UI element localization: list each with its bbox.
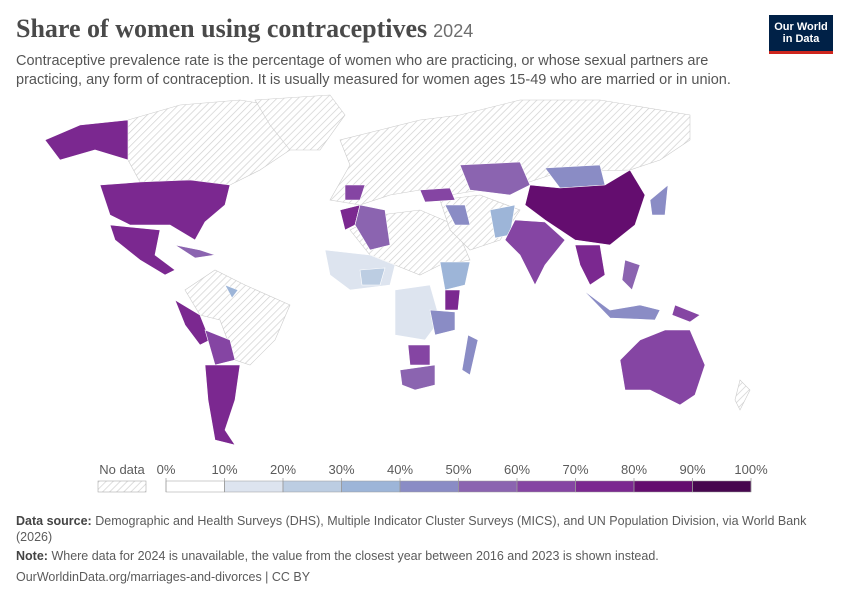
- ethiopia[interactable]: [439, 261, 471, 291]
- logo-line: Our World: [774, 21, 828, 33]
- legend-bin: [516, 480, 576, 493]
- canada[interactable]: [127, 99, 301, 186]
- se-asia[interactable]: [574, 244, 606, 286]
- legend-tick-label: 30%: [328, 462, 354, 477]
- australia[interactable]: [619, 329, 706, 406]
- greenland[interactable]: [254, 94, 346, 151]
- caribbean[interactable]: [174, 244, 216, 259]
- philippines[interactable]: [621, 259, 641, 291]
- south-africa[interactable]: [399, 364, 436, 391]
- png[interactable]: [671, 304, 701, 323]
- legend-no-data: [97, 480, 147, 493]
- bolivia[interactable]: [204, 329, 236, 366]
- countries: [44, 94, 751, 446]
- usa[interactable]: [99, 179, 231, 241]
- legend-bin: [341, 480, 401, 493]
- legend-tick-label: 40%: [387, 462, 413, 477]
- logo[interactable]: Our World in Data: [769, 15, 833, 54]
- guyana[interactable]: [224, 284, 239, 299]
- legend-tick-label: 0%: [157, 462, 176, 477]
- note-text: Where data for 2024 is unavailable, the …: [51, 549, 659, 563]
- note: Note: Where data for 2024 is unavailable…: [16, 548, 836, 564]
- kazakhstan[interactable]: [459, 161, 531, 196]
- legend-tick-label: 50%: [445, 462, 471, 477]
- legend-bin: [692, 480, 752, 493]
- congo[interactable]: [394, 284, 441, 341]
- legend-tick-label: 70%: [562, 462, 588, 477]
- source-label: Data source:: [16, 514, 92, 528]
- legend-tick-label: 60%: [504, 462, 530, 477]
- legend-tick-label: 20%: [270, 462, 296, 477]
- tanzania[interactable]: [429, 309, 456, 336]
- legend-bin: [282, 480, 342, 493]
- note-label: Note:: [16, 549, 48, 563]
- title-text: Share of women using contraceptives: [16, 14, 428, 43]
- legend-bin: [633, 480, 693, 493]
- mexico[interactable]: [109, 224, 176, 276]
- algeria[interactable]: [354, 204, 391, 251]
- legend: No data 0% 10% 20% 30% 40% 50% 60% 70% 80% 90% 100…: [97, 462, 768, 493]
- source-text: Demographic and Health Surveys (DHS), Mu…: [16, 514, 807, 544]
- brazil[interactable]: [184, 269, 291, 366]
- japan[interactable]: [649, 184, 669, 216]
- kenya[interactable]: [444, 289, 461, 311]
- china[interactable]: [524, 169, 646, 246]
- zimbabwe[interactable]: [407, 344, 431, 366]
- url[interactable]: OurWorldinData.org/marriages-and-divorce…: [16, 570, 311, 584]
- legend-bin: [165, 480, 225, 493]
- legend-tick-label: 100%: [734, 462, 768, 477]
- peru[interactable]: [174, 299, 211, 346]
- legend-tick-label: 10%: [211, 462, 237, 477]
- legend-bin: [224, 480, 284, 493]
- india[interactable]: [504, 219, 566, 286]
- logo-line: in Data: [782, 33, 820, 45]
- mongolia[interactable]: [544, 164, 606, 189]
- alaska[interactable]: [44, 119, 129, 161]
- legend-label: No data: [99, 462, 145, 477]
- nigeria[interactable]: [359, 267, 386, 286]
- legend-tick-label: 90%: [679, 462, 705, 477]
- legend-bin: [458, 480, 518, 493]
- argentina[interactable]: [204, 364, 241, 446]
- madagascar[interactable]: [461, 334, 479, 376]
- new-zealand[interactable]: [734, 379, 751, 411]
- subtitle: Contraceptive prevalence rate is the per…: [16, 53, 731, 88]
- legend-bin: [575, 480, 635, 493]
- legend-bin: [399, 480, 459, 493]
- year: 2024: [433, 21, 474, 41]
- iran[interactable]: [444, 204, 471, 226]
- turkey[interactable]: [419, 187, 456, 203]
- title: Share of women using contraceptives 2024: [16, 14, 473, 44]
- indonesia[interactable]: [582, 289, 661, 321]
- legend-tick-label: 80%: [621, 462, 647, 477]
- source: Data source: Demographic and Health Surv…: [16, 513, 836, 545]
- spain[interactable]: [344, 184, 366, 201]
